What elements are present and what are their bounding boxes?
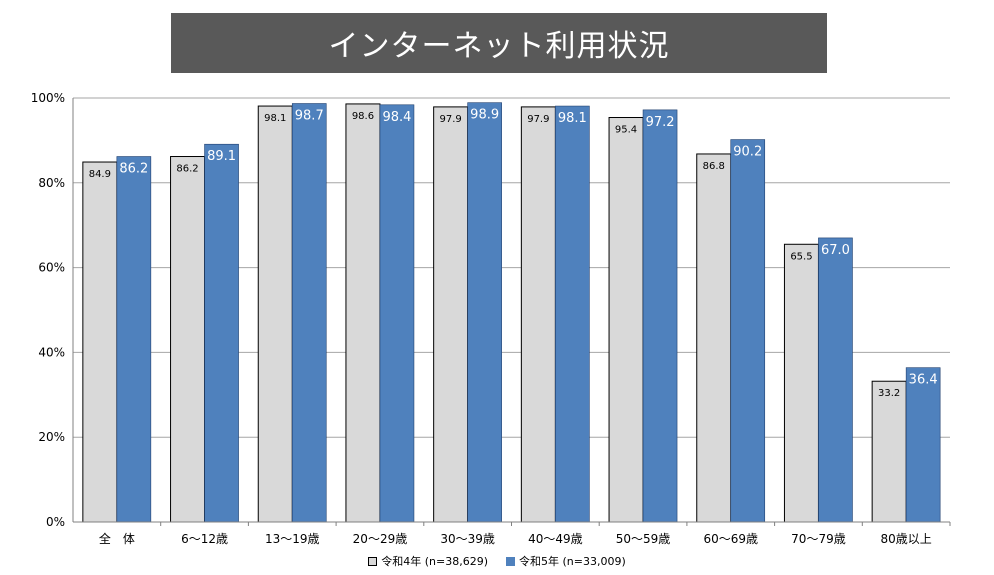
bar-series-b — [467, 102, 502, 523]
x-category-label: 40～49歳 — [528, 532, 583, 546]
data-label-series-a: 84.9 — [89, 169, 111, 180]
x-category-label: 60～69歳 — [703, 532, 758, 546]
bar-series-a — [696, 153, 732, 523]
data-label-series-a: 98.1 — [264, 113, 286, 124]
x-category-label: 50～59歳 — [616, 532, 671, 546]
bar-series-a — [520, 106, 556, 523]
legend-swatch-series-b — [506, 556, 515, 566]
bar-series-a — [871, 380, 907, 523]
data-label-series-a: 97.9 — [527, 114, 549, 125]
chart-title: インターネット利用状況 — [171, 13, 827, 73]
bars-layer — [82, 102, 941, 523]
y-tick-label: 20% — [38, 430, 65, 444]
data-label-series-b: 98.9 — [470, 108, 499, 123]
x-category-label: 13～19歳 — [265, 532, 320, 546]
data-label-series-a: 86.2 — [176, 164, 198, 175]
bar-series-a — [608, 117, 644, 523]
legend-swatch-series-a — [368, 556, 378, 566]
bar-series-b — [730, 139, 766, 523]
data-label-series-b: 98.1 — [558, 111, 587, 126]
data-label-series-b: 98.7 — [295, 109, 324, 124]
data-label-series-a: 95.4 — [615, 125, 637, 136]
data-label-series-a: 97.9 — [440, 114, 462, 125]
data-label-series-b: 98.4 — [382, 110, 411, 125]
y-tick-label: 100% — [31, 91, 65, 105]
legend-item-series-a: 令和4年 (n=38,629) — [368, 553, 488, 569]
bar-series-b — [204, 143, 239, 523]
legend-item-series-b: 令和5年 (n=33,009) — [506, 553, 626, 569]
bar-series-a — [170, 156, 206, 523]
bar-series-a — [257, 105, 293, 523]
bar-series-b — [379, 104, 415, 523]
bar-series-b — [905, 367, 941, 523]
legend-label-series-a: 令和4年 (n=38,629) — [381, 555, 488, 568]
data-label-series-b: 90.2 — [733, 145, 762, 160]
bar-series-b — [642, 109, 678, 523]
bar-series-b — [291, 103, 327, 523]
bar-series-a — [345, 103, 381, 523]
x-category-label: 全 体 — [99, 531, 135, 546]
data-label-series-a: 86.8 — [703, 161, 725, 172]
data-label-series-a: 65.5 — [790, 251, 812, 262]
bar-series-b — [818, 237, 853, 523]
bar-series-a — [783, 243, 819, 523]
data-label-series-b: 97.2 — [646, 115, 675, 130]
x-category-label: 80歳以上 — [881, 532, 932, 546]
data-label-series-b: 67.0 — [821, 243, 850, 258]
x-category-label: 70～79歳 — [791, 532, 846, 546]
bar-series-a — [433, 106, 469, 523]
y-tick-label: 0% — [46, 515, 65, 529]
y-tick-label: 80% — [38, 176, 65, 190]
bar-series-a — [82, 161, 118, 523]
x-category-label: 20～29歳 — [353, 532, 408, 546]
axis-layer: 0% 20% 40% 60% 80% 100% 全 体 6～12歳 13～19歳 20～29歳 30… — [31, 91, 951, 546]
data-label-series-a: 98.6 — [352, 111, 374, 122]
data-label-series-b: 89.1 — [207, 149, 236, 164]
bar-series-b — [555, 105, 590, 523]
y-tick-label: 60% — [38, 261, 65, 275]
legend-label-series-b: 令和5年 (n=33,009) — [519, 555, 626, 568]
legend: 令和4年 (n=38,629) 令和5年 (n=33,009) — [0, 553, 994, 569]
data-label-series-b: 86.2 — [119, 162, 148, 177]
labels-layer: 84.9 86.2 86.2 89.1 98.1 98.7 98.6 98.4 97.9 98.9… — [89, 108, 938, 400]
y-tick-label: 40% — [38, 345, 65, 359]
x-category-label: 6～12歳 — [181, 532, 228, 546]
data-label-series-a: 33.2 — [878, 388, 900, 399]
bar-series-b — [116, 156, 152, 523]
x-category-label: 30～39歳 — [440, 532, 495, 546]
data-label-series-b: 36.4 — [909, 373, 938, 388]
